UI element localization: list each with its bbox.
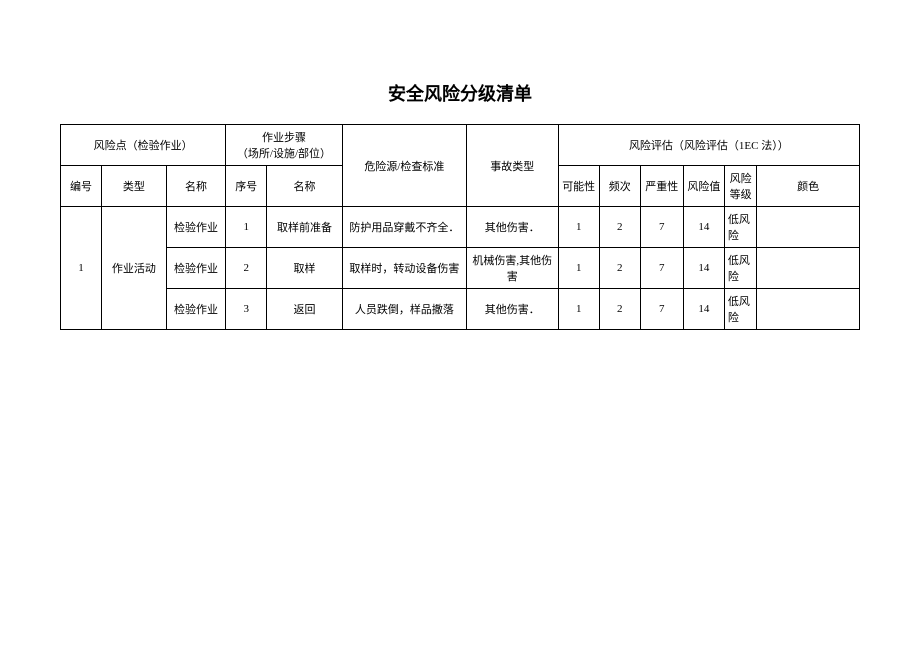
page-title: 安全风险分级清单 (60, 80, 860, 106)
cell-color (757, 207, 860, 248)
header-risk-value: 风险值 (683, 166, 724, 207)
cell-risk-level: 低风险 (724, 248, 756, 289)
header-risk-assessment: 风险评估（风险评估（1EC 法）） (558, 125, 859, 166)
header-hazard: 危险源/检查标准 (342, 125, 466, 207)
cell-risk-level: 低风险 (724, 289, 756, 330)
header-number: 编号 (61, 166, 102, 207)
header-name: 名称 (166, 166, 225, 207)
cell-severity: 7 (640, 207, 683, 248)
cell-risk-level: 低风险 (724, 207, 756, 248)
cell-hazard: 人员跌倒，样品撒落 (342, 289, 466, 330)
header-severity: 严重性 (640, 166, 683, 207)
header-frequency: 频次 (599, 166, 640, 207)
risk-table: 风险点（检验作业） 作业步骤 （场所/设施/部位） 危险源/检查标准 事故类型 … (60, 124, 860, 330)
header-type: 类型 (102, 166, 167, 207)
table-row: 1 作业活动 检验作业 1 取样前准备 防护用品穿戴不齐全． 其他伤害． 1 2… (61, 207, 860, 248)
cell-name: 检验作业 (166, 248, 225, 289)
cell-possibility: 1 (558, 248, 599, 289)
header-step-name: 名称 (267, 166, 343, 207)
cell-severity: 7 (640, 289, 683, 330)
cell-risk-value: 14 (683, 289, 724, 330)
cell-seq: 1 (226, 207, 267, 248)
cell-accident: 其他伤害． (466, 289, 558, 330)
cell-frequency: 2 (599, 248, 640, 289)
cell-color (757, 248, 860, 289)
header-row-1: 风险点（检验作业） 作业步骤 （场所/设施/部位） 危险源/检查标准 事故类型 … (61, 125, 860, 166)
cell-type: 作业活动 (102, 207, 167, 330)
cell-severity: 7 (640, 248, 683, 289)
cell-seq: 3 (226, 289, 267, 330)
cell-possibility: 1 (558, 289, 599, 330)
cell-accident: 机械伤害,其他伤害 (466, 248, 558, 289)
header-risk-point: 风险点（检验作业） (61, 125, 226, 166)
table-row: 检验作业 2 取样 取样时，转动设备伤害 机械伤害,其他伤害 1 2 7 14 … (61, 248, 860, 289)
cell-hazard: 防护用品穿戴不齐全． (342, 207, 466, 248)
cell-hazard: 取样时，转动设备伤害 (342, 248, 466, 289)
cell-name: 检验作业 (166, 289, 225, 330)
header-risk-level: 风险 等级 (724, 166, 756, 207)
cell-accident: 其他伤害． (466, 207, 558, 248)
cell-frequency: 2 (599, 289, 640, 330)
cell-seq: 2 (226, 248, 267, 289)
table-row: 检验作业 3 返回 人员跌倒，样品撒落 其他伤害． 1 2 7 14 低风险 (61, 289, 860, 330)
cell-step-name: 取样 (267, 248, 343, 289)
cell-step-name: 取样前准备 (267, 207, 343, 248)
header-work-step: 作业步骤 （场所/设施/部位） (226, 125, 343, 166)
cell-name: 检验作业 (166, 207, 225, 248)
cell-frequency: 2 (599, 207, 640, 248)
cell-step-name: 返回 (267, 289, 343, 330)
header-possibility: 可能性 (558, 166, 599, 207)
header-seq: 序号 (226, 166, 267, 207)
cell-number: 1 (61, 207, 102, 330)
cell-possibility: 1 (558, 207, 599, 248)
header-color: 颜色 (757, 166, 860, 207)
header-accident: 事故类型 (466, 125, 558, 207)
cell-risk-value: 14 (683, 207, 724, 248)
cell-color (757, 289, 860, 330)
cell-risk-value: 14 (683, 248, 724, 289)
